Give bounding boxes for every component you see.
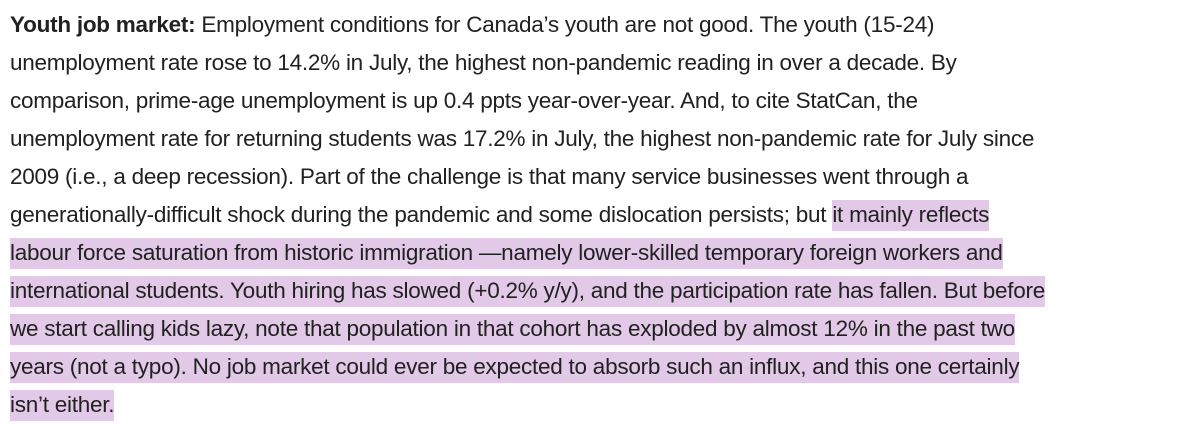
line-text: generationally-difficult shock during th… <box>10 202 833 227</box>
highlighted-text: it mainly reflects <box>832 200 989 231</box>
line-text: comparison, prime-age unemployment is up… <box>10 88 918 113</box>
line-text: Employment conditions for Canada’s youth… <box>195 12 935 37</box>
paragraph-line-5: 2009 (i.e., a deep recession). Part of t… <box>10 158 969 196</box>
highlighted-text: international students. Youth hiring has… <box>10 276 1045 307</box>
highlighted-text: labour force saturation from historic im… <box>10 238 1003 269</box>
line-text: 2009 (i.e., a deep recession). Part of t… <box>10 164 969 189</box>
line-text: unemployment rate for returning students… <box>10 126 1035 151</box>
paragraph-line-9: we start calling kids lazy, note that po… <box>10 310 1015 348</box>
paragraph-line-7: labour force saturation from historic im… <box>10 234 1003 272</box>
highlighted-text: isn’t either. <box>10 390 115 421</box>
highlighted-text: years (not a typo). No job market could … <box>10 352 1020 383</box>
paragraph-line-4: unemployment rate for returning students… <box>10 120 1034 158</box>
paragraph-line-1: Youth job market: Employment conditions … <box>10 6 934 44</box>
paragraph-line-10: years (not a typo). No job market could … <box>10 348 1020 386</box>
line-text: unemployment rate rose to 14.2% in July,… <box>10 50 957 75</box>
lead-label: Youth job market: <box>10 12 196 37</box>
paragraph-line-2: unemployment rate rose to 14.2% in July,… <box>10 44 957 82</box>
paragraph-line-6: generationally-difficult shock during th… <box>10 196 989 234</box>
paragraph-line-11: isn’t either. <box>10 386 115 424</box>
paragraph-line-8: international students. Youth hiring has… <box>10 272 1045 310</box>
highlighted-text: we start calling kids lazy, note that po… <box>10 314 1015 345</box>
paragraph-line-3: comparison, prime-age unemployment is up… <box>10 82 918 120</box>
